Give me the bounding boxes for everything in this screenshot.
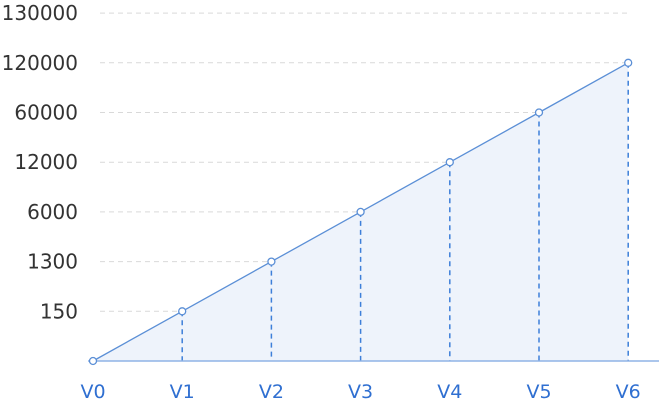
x-tick-label-V5: V5 xyxy=(526,381,551,403)
data-point-V4 xyxy=(445,158,454,167)
drop-lines xyxy=(181,62,629,361)
x-tick-labels: V0 V1 V2 V3 V4 V5 V6 xyxy=(80,381,640,403)
data-points xyxy=(88,58,633,366)
y-tick-label-130000: 130000 xyxy=(2,1,78,25)
x-tick-label-V3: V3 xyxy=(348,381,373,403)
data-point-V1 xyxy=(178,307,187,316)
x-tick-label-V0: V0 xyxy=(80,381,105,403)
y-tick-label-1300: 1300 xyxy=(27,250,78,274)
x-tick-label-V6: V6 xyxy=(616,381,641,403)
x-tick-label-V2: V2 xyxy=(259,381,284,403)
y-tick-label-120000: 120000 xyxy=(2,51,78,75)
y-tick-label-12000: 12000 xyxy=(14,150,78,174)
data-point-V3 xyxy=(356,207,365,217)
data-point-V2 xyxy=(267,257,276,266)
y-tick-label-6000: 6000 xyxy=(27,200,78,224)
data-point-V6 xyxy=(624,58,633,67)
x-tick-label-V1: V1 xyxy=(170,381,195,403)
data-point-V0 xyxy=(88,356,98,366)
y-tick-labels: 130000 120000 60000 12000 6000 1300 150 xyxy=(2,1,78,323)
x-tick-label-V4: V4 xyxy=(437,381,462,403)
y-tick-label-150: 150 xyxy=(40,299,78,323)
y-tick-label-60000: 60000 xyxy=(14,101,78,125)
data-point-V5 xyxy=(534,108,544,117)
